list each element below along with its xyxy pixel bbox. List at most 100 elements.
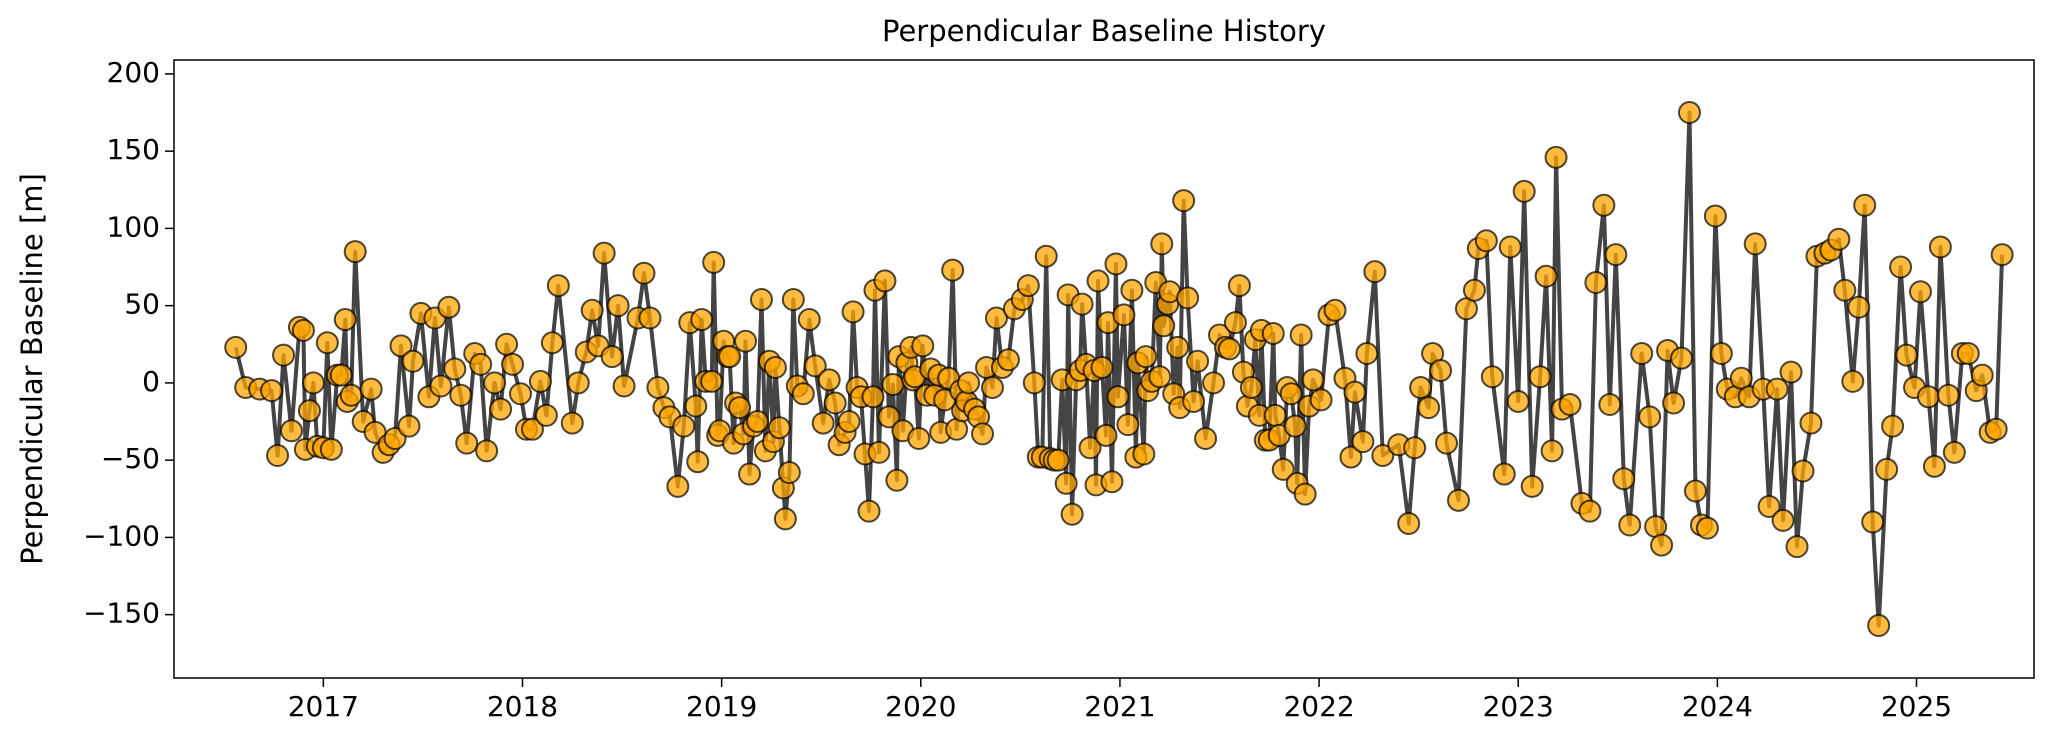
point	[684, 394, 708, 418]
point	[1861, 510, 1885, 534]
point	[1283, 414, 1307, 438]
point	[1474, 229, 1498, 253]
point	[600, 345, 624, 369]
point	[339, 383, 363, 407]
point	[1578, 499, 1602, 523]
point	[1765, 377, 1789, 401]
point	[343, 240, 367, 264]
point	[1279, 382, 1303, 406]
point	[702, 250, 726, 274]
point	[1046, 448, 1070, 472]
point	[475, 439, 499, 463]
point	[483, 371, 507, 395]
point	[1544, 145, 1568, 169]
point	[767, 416, 791, 440]
point	[1104, 252, 1128, 276]
point	[1435, 431, 1459, 455]
point	[957, 371, 981, 395]
point	[817, 368, 841, 392]
point	[1709, 342, 1733, 366]
point	[1534, 264, 1558, 288]
point	[397, 414, 421, 438]
point	[580, 298, 604, 322]
x-tick-label: 2018	[487, 690, 558, 723]
point	[1289, 323, 1313, 347]
point	[1166, 335, 1190, 359]
point	[1090, 355, 1114, 379]
point	[1116, 413, 1140, 437]
point	[469, 352, 493, 376]
point	[1540, 439, 1564, 463]
point	[1791, 459, 1815, 483]
point	[1152, 314, 1176, 338]
point	[1584, 270, 1608, 294]
point	[984, 306, 1008, 330]
point	[1670, 346, 1694, 370]
point	[1132, 442, 1156, 466]
point	[333, 308, 357, 332]
point	[781, 287, 805, 311]
point	[1638, 405, 1662, 429]
point	[260, 379, 284, 403]
point	[700, 369, 724, 393]
point	[1086, 269, 1110, 293]
point	[329, 363, 353, 387]
point	[1695, 516, 1719, 540]
point	[1757, 495, 1781, 519]
point	[612, 374, 636, 398]
point	[495, 332, 519, 356]
point	[996, 348, 1020, 372]
point	[389, 334, 413, 358]
point	[1100, 470, 1124, 494]
point	[1271, 457, 1295, 481]
point	[1847, 295, 1871, 319]
point	[266, 444, 290, 468]
point	[738, 462, 762, 486]
point	[1194, 427, 1218, 451]
point	[566, 371, 590, 395]
point	[279, 419, 303, 443]
point	[315, 331, 339, 355]
point	[672, 414, 696, 438]
point	[1598, 393, 1622, 417]
y-tick-label: −50	[101, 442, 160, 475]
point	[823, 391, 847, 415]
point	[980, 376, 1004, 400]
point	[224, 335, 248, 359]
point	[837, 410, 861, 434]
point	[728, 396, 752, 420]
point	[1662, 391, 1686, 415]
point	[1841, 369, 1865, 393]
point	[540, 331, 564, 355]
y-tick-label: 100	[107, 210, 160, 243]
point	[881, 372, 905, 396]
point	[797, 308, 821, 332]
point	[1339, 445, 1363, 469]
point	[632, 261, 656, 285]
point	[1520, 474, 1544, 498]
y-tick-label: −100	[83, 519, 160, 552]
point	[718, 345, 742, 369]
point	[777, 461, 801, 485]
point	[1034, 244, 1058, 268]
x-tick-label: 2020	[885, 690, 956, 723]
point	[857, 499, 881, 523]
point	[873, 269, 897, 293]
point	[1506, 389, 1530, 413]
point	[1429, 359, 1453, 383]
point	[1970, 363, 1994, 387]
point	[745, 410, 769, 434]
point	[1942, 440, 1966, 464]
point	[501, 352, 525, 376]
point	[455, 431, 479, 455]
point	[1480, 365, 1504, 389]
point	[359, 377, 383, 401]
point	[1779, 360, 1803, 384]
x-tick-label: 2022	[1283, 690, 1354, 723]
point	[791, 382, 815, 406]
point	[489, 397, 513, 421]
point	[1833, 278, 1857, 302]
point	[1936, 383, 1960, 407]
point	[1612, 467, 1636, 491]
